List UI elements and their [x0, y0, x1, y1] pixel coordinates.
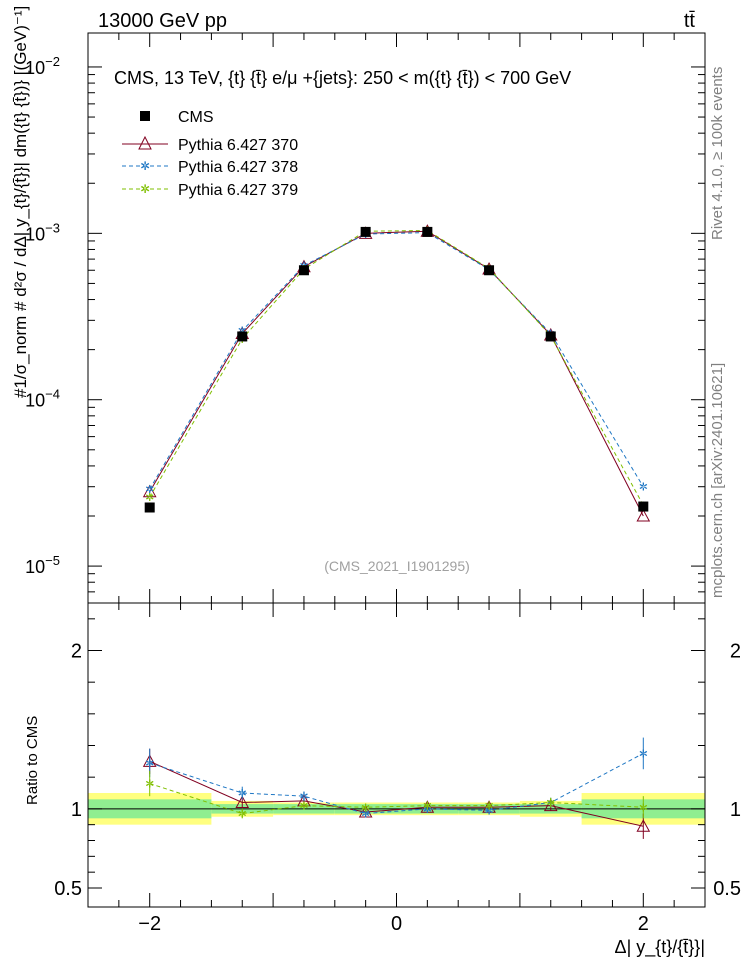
- series-line-1: [149, 232, 644, 490]
- data-point: [298, 265, 309, 276]
- ratio-2-point: ✲: [423, 800, 432, 813]
- series-0-point: [636, 508, 651, 522]
- data-point: [360, 226, 371, 237]
- ratio-panel: ✲✲ ✲✲ ✲ ✲✲✲✲✲✲ ✲ ✲ ✲ ✲ ✲ 0.5 0.51 12 2: [54, 602, 741, 908]
- series-line-2: [149, 230, 644, 506]
- ratio-2-point: ✲: [299, 800, 308, 813]
- ratio-tick-label-right: 1: [730, 799, 741, 821]
- legend-label-cms: CMS: [178, 109, 214, 126]
- series-1-point: ✲: [145, 483, 154, 496]
- legend-label-379: Pythia 6.427 379: [178, 182, 298, 199]
- legend-marker-378: ✲: [140, 159, 150, 173]
- legend-label-370: Pythia 6.427 370: [178, 137, 298, 154]
- y-tick-label: 10−5: [25, 553, 60, 577]
- data-point: [545, 331, 556, 342]
- ratio-1-point: ✲: [361, 808, 370, 821]
- ratio-1-point: ✲: [238, 787, 247, 800]
- x-axis-label: Δ| y_{t}/{t̄}}|: [615, 937, 705, 958]
- ratio-2-point: ✲: [238, 808, 247, 821]
- ratio-2-point: ✲: [145, 778, 154, 791]
- ratio-2-point: ✲: [484, 800, 493, 813]
- data-point: [144, 502, 155, 513]
- series-1-point: ✲: [639, 481, 648, 494]
- ratio-0-point: [543, 798, 558, 812]
- ratio-1-point: ✲: [145, 757, 154, 770]
- legend-marker-cms: [140, 111, 150, 121]
- ratio-1-point: ✲: [639, 747, 648, 760]
- rivet-version-label: Rivet 4.1.0, ≥ 100k events: [709, 67, 726, 240]
- y-tick-label: 10−2: [25, 54, 60, 78]
- x-tick-label: 2: [638, 913, 649, 935]
- legend-marker-379: ✲: [140, 182, 150, 196]
- y-axis-label: #1/σ_norm # d²σ / dΔ| y_{t}/{t̄}}| dm({t…: [11, 6, 30, 398]
- ratio-panel-frame: [87, 602, 706, 908]
- ratio-0-point: [636, 819, 651, 832]
- x-tick-label: 0: [391, 913, 402, 935]
- data-point: [237, 331, 248, 342]
- ratio-tick-label-right: 2: [730, 641, 741, 663]
- ratio-2-point: ✲: [546, 797, 555, 810]
- y-tick-label: 10−4: [25, 387, 60, 411]
- ratio-0-point: [358, 804, 373, 818]
- main-panel: ✲✲✲✲✲✲✲✲✲✲✲✲✲✲✲✲ 10−510−410−310−2 CMS, 1…: [25, 32, 706, 604]
- mcplots-source-label: mcplots.cern.ch [arXiv:2401.10621]: [709, 363, 726, 598]
- energy-label: 13000 GeV pp: [98, 10, 227, 32]
- ratio-0-point: [235, 795, 250, 808]
- x-tick-label: −2: [138, 913, 161, 935]
- data-point: [638, 501, 649, 512]
- ratio-2-point: ✲: [639, 801, 648, 814]
- y-tick-label: 10−3: [25, 220, 60, 244]
- ratio-tick-label-left: 0.5: [54, 878, 82, 900]
- ratio-2-point: ✲: [361, 801, 370, 814]
- series-2-point: ✲: [145, 491, 154, 504]
- process-label: tt̄: [684, 10, 696, 32]
- series-line-0: [149, 230, 644, 517]
- ratio-1-point: ✲: [423, 803, 432, 816]
- ratio-line-0: [149, 760, 644, 827]
- ratio-line-2: [149, 783, 644, 815]
- ratio-1-point: ✲: [484, 804, 493, 817]
- legend-label-378: Pythia 6.427 378: [178, 159, 298, 176]
- ratio-1-point: ✲: [299, 790, 308, 803]
- ratio-tick-label-left: 2: [71, 641, 82, 663]
- ratio-0-point: [420, 800, 435, 813]
- ratio-tick-label-left: 1: [71, 799, 82, 821]
- legend: CMS Pythia 6.427 370 ✲ Pythia 6.427 378 …: [122, 109, 298, 199]
- ratio-tick-label-right: 0.5: [713, 878, 741, 900]
- legend-marker-370: [138, 135, 152, 150]
- chart-title: CMS, 13 TeV, {t} {t̄} e/μ +{jets}: 250 <…: [114, 68, 571, 88]
- ratio-line-1: [149, 752, 644, 815]
- series-1-point: ✲: [238, 325, 247, 338]
- watermark-label: (CMS_2021_I1901295): [324, 558, 470, 574]
- data-point: [422, 226, 433, 237]
- ratio-y-axis-label: Ratio to CMS: [24, 716, 41, 805]
- data-point: [484, 265, 495, 276]
